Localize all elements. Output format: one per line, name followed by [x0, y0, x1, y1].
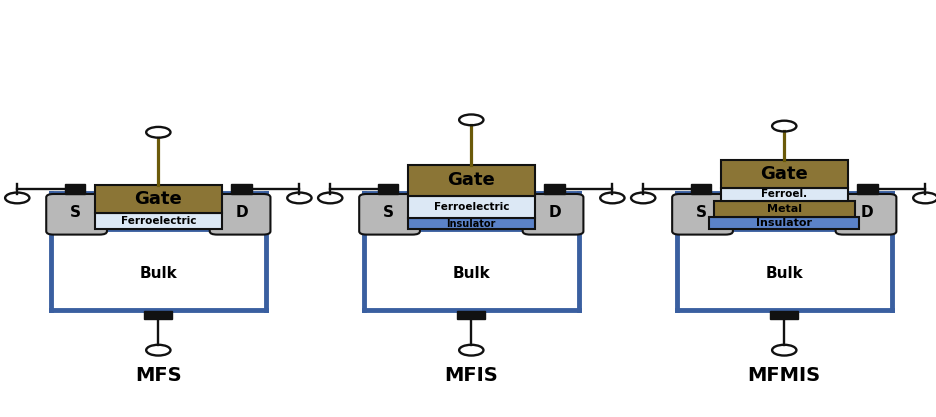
Bar — [769, 311, 797, 319]
Text: Bulk: Bulk — [452, 266, 490, 281]
Text: S: S — [382, 205, 393, 220]
Text: Insulator: Insulator — [755, 218, 812, 228]
Text: D: D — [548, 205, 560, 220]
Text: S: S — [695, 205, 706, 220]
Text: Insulator: Insulator — [446, 219, 495, 229]
Bar — [676, 229, 891, 310]
Text: Gate: Gate — [447, 171, 494, 189]
Bar — [95, 185, 222, 214]
Bar — [95, 214, 222, 229]
Bar — [709, 217, 858, 229]
Bar — [544, 183, 564, 194]
FancyBboxPatch shape — [358, 194, 419, 235]
Text: Gate: Gate — [760, 165, 807, 183]
Text: MFS: MFS — [135, 366, 182, 385]
Bar — [65, 183, 85, 194]
Bar — [690, 183, 710, 194]
FancyBboxPatch shape — [835, 194, 896, 235]
Bar — [713, 201, 854, 217]
Bar — [144, 311, 172, 319]
Bar — [377, 183, 398, 194]
Text: MFIS: MFIS — [444, 366, 498, 385]
Text: D: D — [235, 205, 247, 220]
FancyBboxPatch shape — [46, 194, 107, 235]
Bar — [363, 229, 578, 310]
Text: Ferroel.: Ferroel. — [760, 189, 807, 199]
Text: Metal: Metal — [766, 204, 801, 214]
Text: S: S — [69, 205, 80, 220]
Text: D: D — [860, 205, 872, 220]
Bar — [231, 183, 252, 194]
FancyBboxPatch shape — [671, 194, 732, 235]
Text: Ferroelectric: Ferroelectric — [433, 202, 508, 212]
Bar — [856, 183, 877, 194]
Text: Ferroelectric: Ferroelectric — [121, 216, 196, 226]
Bar — [407, 196, 534, 219]
Bar — [51, 229, 266, 310]
Text: Gate: Gate — [135, 191, 182, 208]
Bar — [720, 188, 847, 201]
Bar — [407, 165, 534, 196]
Bar — [720, 160, 847, 188]
Text: Bulk: Bulk — [765, 266, 802, 281]
Text: MFMIS: MFMIS — [747, 366, 820, 385]
Bar — [457, 311, 485, 319]
Bar — [407, 219, 534, 229]
FancyBboxPatch shape — [522, 194, 583, 235]
Text: Bulk: Bulk — [139, 266, 177, 281]
FancyBboxPatch shape — [210, 194, 271, 235]
